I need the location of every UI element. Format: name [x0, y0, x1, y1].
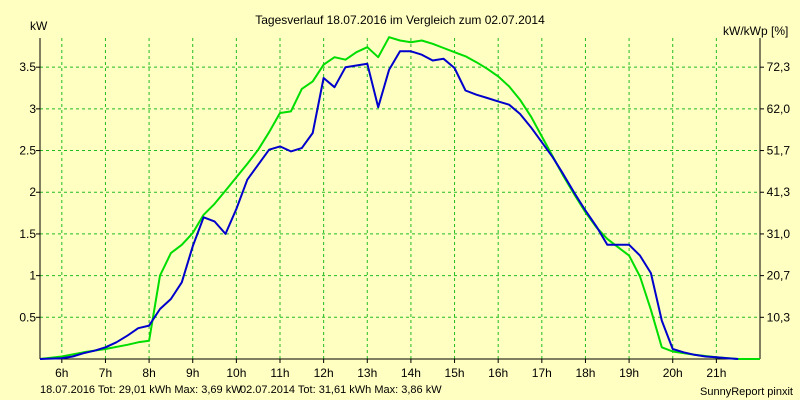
tick-labels: 6h 7h 8h 9h 10h 11h 12h 13h 14h 15h 16h 17h 18h 19h 20… [19, 60, 790, 380]
x-tick-label: 15h [445, 366, 465, 380]
y-tick-label-right: 20,7 [767, 269, 791, 283]
y-tick-label-left: 3 [29, 102, 36, 116]
y-tick-label-right: 31,0 [767, 227, 791, 241]
x-tick-label: 21h [706, 366, 726, 380]
x-tick-label: 18h [575, 366, 595, 380]
y-tick-label-right: 62,0 [767, 102, 791, 116]
x-tick-label: 13h [357, 366, 377, 380]
series-line-s2016 [39, 50, 739, 360]
footer-brand: SunnyReport pinxit [700, 386, 793, 398]
y-axis-label-right: kW/kWp [%] [723, 24, 788, 38]
x-tick-label: 11h [270, 366, 289, 380]
x-tick-label: 9h [186, 366, 199, 380]
x-tick-label: 19h [619, 366, 639, 380]
y-tick-label-right: 51,7 [767, 144, 791, 158]
x-tick-label: 8h [142, 366, 155, 380]
x-tick-label: 16h [488, 366, 508, 380]
footer-2016-summary: 18.07.2016 Tot: 29,01 kWh Max: 3,69 kW [40, 384, 242, 396]
series-line-s2014 [39, 36, 760, 360]
y-tick-label-left: 2.5 [19, 144, 36, 158]
series-lines [39, 36, 760, 360]
y-tick-label-left: 2 [29, 185, 36, 199]
y-axis-label-left: kW [30, 19, 48, 33]
y-tick-label-right: 10,3 [767, 310, 791, 324]
x-tick-label: 12h [314, 366, 334, 380]
x-tick-label: 6h [55, 366, 68, 380]
y-tick-label-left: 1.5 [19, 227, 36, 241]
chart-title: Tagesverlauf 18.07.2016 im Vergleich zum… [255, 13, 545, 27]
y-tick-label-left: 0.5 [19, 310, 36, 324]
y-tick-label-left: 1 [29, 269, 36, 283]
x-tick-label: 14h [401, 366, 421, 380]
y-tick-label-right: 41,3 [767, 185, 791, 199]
x-tick-label: 10h [226, 366, 246, 380]
footer-2014-summary: 02.07.2014 Tot: 31,61 kWh Max: 3,86 kW [240, 384, 442, 396]
y-tick-label-left: 3.5 [19, 60, 36, 74]
x-tick-label: 17h [532, 366, 552, 380]
y-tick-label-right: 72,3 [767, 60, 791, 74]
x-tick-label: 20h [663, 366, 683, 380]
axes [36, 38, 764, 363]
x-tick-label: 7h [99, 366, 112, 380]
